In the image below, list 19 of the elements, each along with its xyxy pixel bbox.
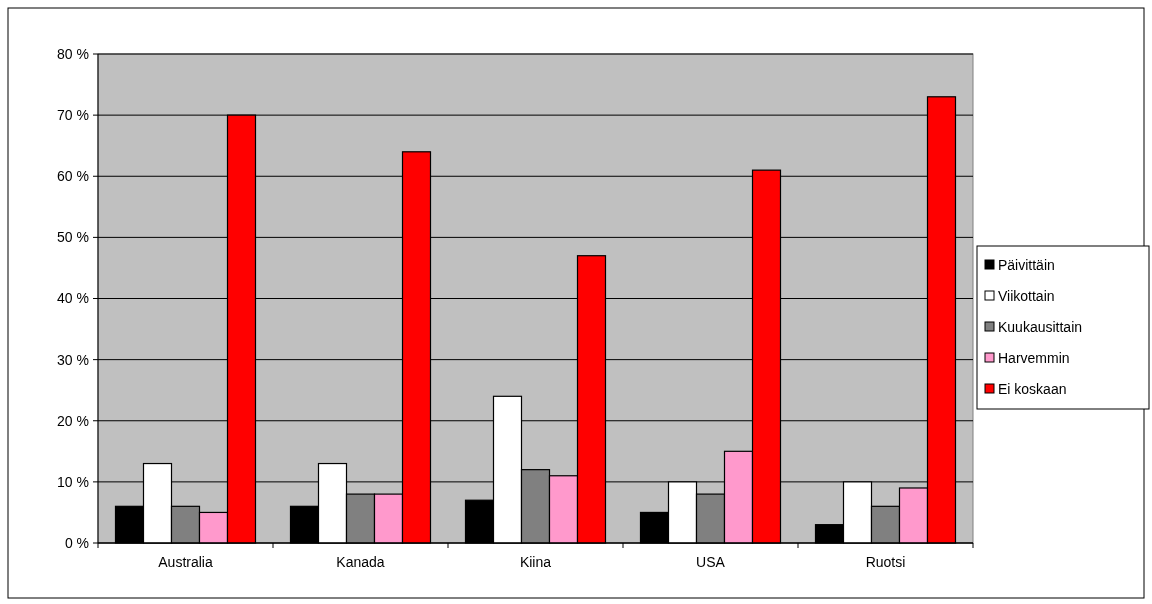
y-tick-label: 30 % xyxy=(57,351,89,368)
legend-label: Harvemmin xyxy=(998,349,1070,366)
y-tick-label: 50 % xyxy=(57,229,89,246)
y-tick-label: 20 % xyxy=(57,412,89,429)
x-tick-label: Australia xyxy=(158,554,213,570)
y-tick-label: 40 % xyxy=(57,290,89,307)
y-tick-label: 70 % xyxy=(57,107,89,124)
y-tick-label: 60 % xyxy=(57,168,89,185)
y-tick-label: 80 % xyxy=(57,45,89,62)
legend-label: Viikottain xyxy=(998,287,1055,304)
x-tick-label: Kanada xyxy=(336,554,385,570)
x-tick-label: Kiina xyxy=(519,554,552,570)
x-tick-label: USA xyxy=(696,554,726,570)
y-tick-label: 10 % xyxy=(57,473,89,490)
legend-label: Ei koskaan xyxy=(998,380,1067,397)
x-tick-label: Ruotsi xyxy=(865,554,906,570)
legend-label: Päivittäin xyxy=(998,256,1055,273)
legend-label: Kuukausittain xyxy=(998,318,1083,335)
y-tick-label: 0 % xyxy=(64,534,89,551)
